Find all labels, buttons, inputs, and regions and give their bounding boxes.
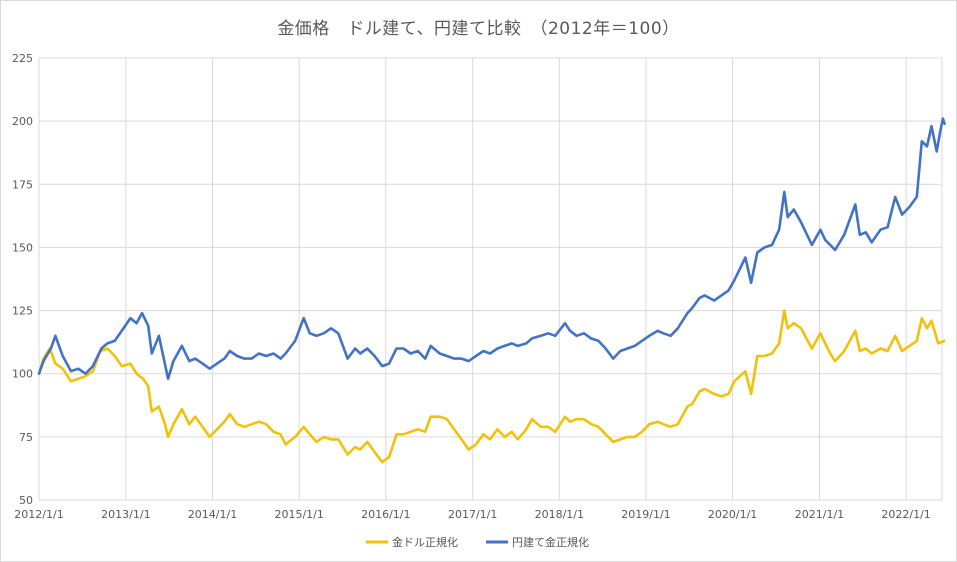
grid-layer — [38, 57, 943, 501]
x-tick-label: 2019/1/1 — [621, 508, 670, 521]
y-tick-label: 50 — [19, 494, 33, 507]
x-tick-label: 2017/1/1 — [448, 508, 497, 521]
y-tick-label: 75 — [19, 431, 33, 444]
legend: 金ドル正規化 円建て金正規化 — [366, 535, 589, 549]
chart-title: 金価格 ドル建て、円建て比較 （2012年＝100） — [277, 19, 680, 39]
y-tick-label: 175 — [12, 178, 33, 191]
x-tick-label: 2016/1/1 — [361, 508, 410, 521]
x-tick-label: 2018/1/1 — [535, 508, 584, 521]
y-tick-label: 200 — [12, 115, 33, 128]
axis-layer: 50 75 100 125 150 175 200 225 2012/1/1 2013/1/1 20… — [12, 52, 931, 521]
y-tick-label: 150 — [12, 241, 33, 254]
series-layer — [37, 117, 946, 464]
x-tick-label: 2020/1/1 — [708, 508, 757, 521]
x-tick-label: 2022/1/1 — [881, 508, 930, 521]
x-tick-label: 2014/1/1 — [188, 508, 237, 521]
legend-label-gold-jpy: 円建て金正規化 — [512, 535, 589, 549]
x-tick-label: 2013/1/1 — [101, 508, 150, 521]
series-line-0 — [37, 309, 946, 464]
legend-label-gold-usd: 金ドル正規化 — [392, 535, 458, 549]
y-tick-label: 125 — [12, 305, 33, 318]
series-line-1 — [37, 117, 946, 381]
x-tick-label: 2015/1/1 — [274, 508, 323, 521]
y-tick-label: 225 — [12, 52, 33, 65]
y-tick-label: 100 — [12, 368, 33, 381]
x-tick-label: 2021/1/1 — [795, 508, 844, 521]
x-tick-label: 2012/1/1 — [14, 508, 63, 521]
